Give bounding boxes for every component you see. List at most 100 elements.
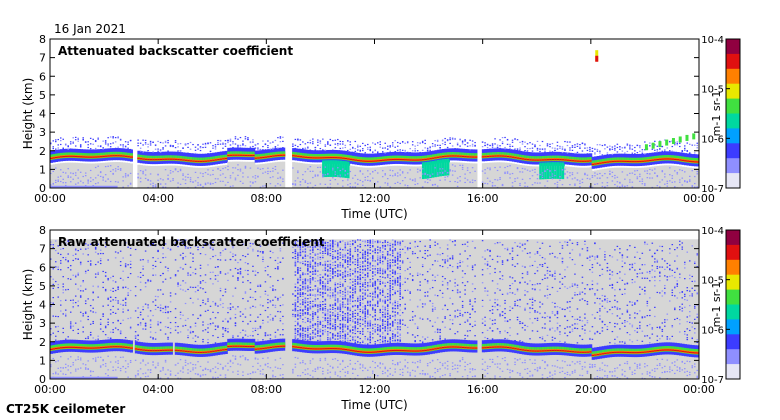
noise-speck: [109, 136, 112, 138]
noise-speck: [149, 336, 152, 338]
noise-speck: [112, 322, 114, 324]
noise-speck: [514, 180, 516, 182]
noise-speck: [302, 141, 304, 143]
gray-column: [486, 162, 490, 188]
noise-speck: [394, 140, 396, 142]
layer-core: [157, 159, 161, 161]
noise-speck: [202, 146, 204, 149]
noise-speck: [157, 321, 159, 323]
noise-speck: [127, 174, 129, 176]
noise-speck: [656, 145, 659, 147]
layer-core: [616, 160, 620, 162]
noise-speck: [307, 246, 309, 248]
noise-speck: [139, 289, 142, 291]
noise-speck: [252, 176, 254, 178]
gray-column: [674, 165, 678, 188]
noise-speck: [292, 251, 294, 254]
noise-speck: [122, 308, 124, 310]
layer-core: [459, 155, 463, 157]
noise-speck: [137, 370, 139, 372]
noise-speck: [254, 306, 257, 308]
noise-speck: [386, 184, 389, 186]
noise-speck: [264, 186, 267, 188]
gray-column: [182, 166, 186, 188]
noise-speck: [119, 264, 122, 267]
noise-speck: [94, 247, 97, 249]
noise-speck: [124, 263, 127, 265]
noise-speck: [187, 272, 189, 274]
noise-speck: [551, 142, 554, 145]
noise-speck: [124, 173, 127, 175]
noise-speck: [57, 283, 59, 286]
noise-speck: [62, 276, 64, 278]
dip-streak: [327, 160, 331, 177]
noise-speck: [134, 374, 137, 377]
noise-speck: [79, 146, 82, 148]
noise-speck: [249, 320, 252, 323]
noise-speck: [294, 316, 297, 318]
noise-speck: [144, 250, 147, 252]
noise-speck: [139, 241, 142, 243]
noise-speck: [297, 287, 299, 289]
noise-speck: [247, 273, 249, 275]
noise-speck: [209, 305, 212, 307]
noise-speck: [307, 288, 309, 290]
noise-speck: [79, 290, 82, 292]
noise-speck: [229, 175, 232, 177]
noise-speck: [312, 247, 314, 249]
noise-speck: [307, 336, 309, 338]
noise-speck: [147, 179, 149, 182]
noise-speck: [302, 286, 304, 288]
noise-speck: [272, 148, 274, 150]
noise-speck: [367, 179, 369, 181]
noise-speck: [242, 140, 244, 142]
noise-speck: [312, 332, 314, 334]
noise-speck: [302, 242, 304, 244]
noise-speck: [307, 334, 309, 336]
noise-speck: [59, 300, 62, 302]
noise-speck: [184, 239, 187, 241]
noise-speck: [696, 142, 699, 144]
noise-speck: [297, 270, 299, 272]
noise-speck: [581, 150, 584, 152]
noise-speck: [164, 333, 167, 335]
noise-speck: [159, 178, 162, 180]
layer-core: [506, 155, 510, 158]
noise-speck: [282, 304, 284, 306]
noise-speck: [214, 278, 217, 280]
noise-speck: [344, 146, 347, 149]
gray-column: [99, 162, 104, 188]
noise-speck: [469, 181, 471, 183]
noise-speck: [169, 373, 172, 375]
noise-speck: [99, 262, 102, 265]
noise-speck: [109, 277, 112, 279]
noise-speck: [304, 308, 307, 310]
noise-speck: [299, 294, 302, 296]
layer-core: [257, 157, 261, 159]
noise-speck: [277, 267, 279, 269]
noise-speck: [644, 170, 646, 172]
noise-speck: [272, 376, 274, 378]
layer-core: [554, 158, 558, 161]
noise-speck: [374, 143, 376, 145]
noise-speck: [654, 168, 656, 170]
noise-speck: [209, 242, 212, 244]
noise-speck: [307, 279, 309, 281]
noise-speck: [294, 306, 297, 309]
noise-speck: [187, 329, 189, 331]
noise-speck: [144, 376, 147, 378]
noise-speck: [184, 176, 187, 178]
noise-speck: [184, 263, 187, 265]
noise-speck: [89, 331, 92, 334]
noise-speck: [666, 182, 669, 185]
noise-speck: [249, 306, 252, 309]
noise-speck: [97, 273, 99, 275]
noise-speck: [349, 144, 352, 146]
noise-speck: [327, 141, 329, 143]
noise-speck: [104, 327, 107, 329]
noise-speck: [112, 299, 114, 301]
noise-speck: [172, 179, 174, 181]
noise-speck: [664, 139, 666, 141]
layer-core: [177, 158, 181, 161]
noise-speck: [104, 140, 107, 142]
